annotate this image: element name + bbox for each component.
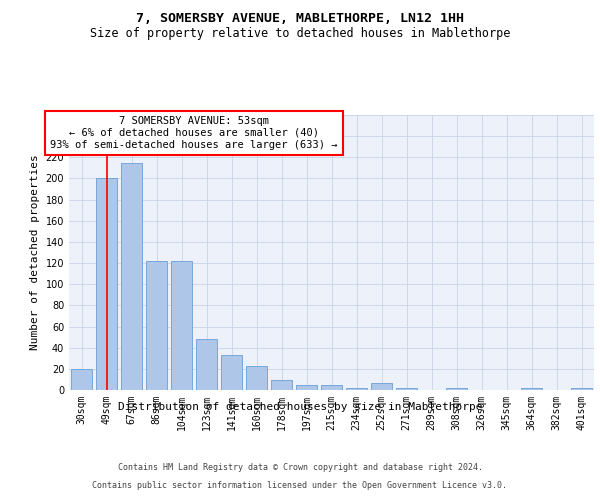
Bar [121, 162, 142, 390]
Text: 7 SOMERSBY AVENUE: 53sqm
← 6% of detached houses are smaller (40)
93% of semi-de: 7 SOMERSBY AVENUE: 53sqm ← 6% of detache… [50, 116, 338, 150]
Bar [196, 339, 217, 390]
Bar [346, 388, 367, 390]
Bar [71, 369, 92, 390]
Bar [171, 261, 192, 390]
Bar [96, 178, 117, 390]
Bar [446, 388, 467, 390]
Bar [371, 382, 392, 390]
Text: Distribution of detached houses by size in Mablethorpe: Distribution of detached houses by size … [118, 402, 482, 412]
Text: Contains HM Land Registry data © Crown copyright and database right 2024.: Contains HM Land Registry data © Crown c… [118, 462, 482, 471]
Bar [521, 388, 542, 390]
Bar [146, 261, 167, 390]
Bar [296, 384, 317, 390]
Text: Size of property relative to detached houses in Mablethorpe: Size of property relative to detached ho… [90, 28, 510, 40]
Bar [396, 388, 417, 390]
Bar [271, 380, 292, 390]
Y-axis label: Number of detached properties: Number of detached properties [30, 154, 40, 350]
Text: Contains public sector information licensed under the Open Government Licence v3: Contains public sector information licen… [92, 481, 508, 490]
Bar [246, 366, 267, 390]
Text: 7, SOMERSBY AVENUE, MABLETHORPE, LN12 1HH: 7, SOMERSBY AVENUE, MABLETHORPE, LN12 1H… [136, 12, 464, 26]
Bar [571, 388, 592, 390]
Bar [321, 384, 342, 390]
Bar [221, 355, 242, 390]
